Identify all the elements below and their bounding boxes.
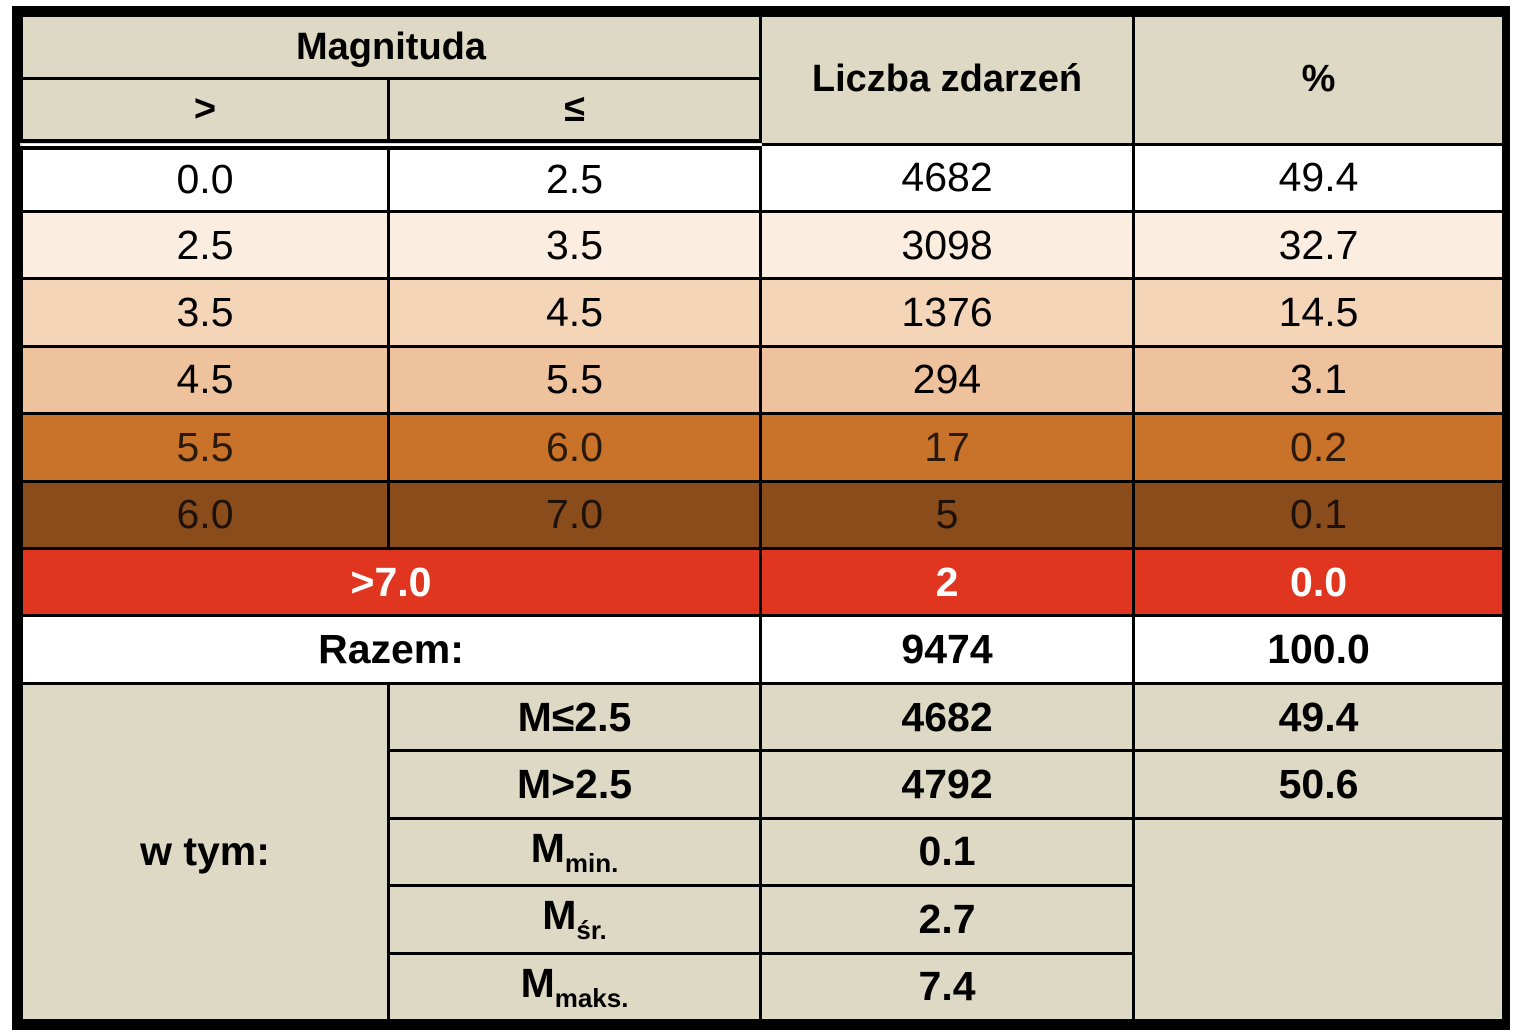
breakdown-row: Mśr. 2.7 — [22, 884, 1504, 955]
symbol: M — [542, 892, 577, 939]
cell: 4.5 — [20, 344, 390, 416]
total-row: Razem: 9474 100.0 — [19, 614, 1506, 685]
cell: Mśr. — [386, 884, 763, 955]
data-row: 3.5 4.5 1376 14.5 — [20, 277, 1506, 348]
cell: 50.6 — [1132, 749, 1506, 820]
cell: 2.7 — [759, 884, 1136, 955]
cell: 4.5 — [386, 277, 763, 348]
header-cell: > — [20, 77, 390, 150]
cell: 100.0 — [1132, 614, 1506, 685]
cell: 4682 — [759, 681, 1136, 753]
symbol: M — [520, 959, 555, 1006]
cell: >7.0 — [19, 547, 763, 618]
cell: 0.1 — [759, 816, 1136, 888]
header-cell: % — [1132, 14, 1506, 146]
cell: 5.5 — [386, 344, 763, 416]
header-row: Magnituda Liczba zdarzeń % — [19, 13, 1506, 146]
cell: 0.0 — [1132, 547, 1506, 618]
table-body: 0.0 2.5 4682 49.4 2.5 3.5 3098 32.7 3.5 4.5 1376 14… — [19, 142, 1506, 1023]
cell: 3.5 — [386, 209, 763, 281]
data-row: 4.5 5.5 294 3.1 — [20, 344, 1506, 416]
cell: 9474 — [759, 614, 1136, 685]
cell: 2.5 — [20, 209, 390, 281]
cell: M≤2.5 — [386, 681, 763, 753]
subscript: min. — [564, 847, 619, 878]
data-row: 0.0 2.5 4682 49.4 — [20, 142, 1506, 213]
cell: 0.0 — [20, 142, 390, 213]
subscript: maks. — [554, 982, 629, 1013]
cell: Razem: — [19, 614, 763, 685]
header-cell: ≤ — [386, 77, 763, 150]
cell: 49.4 — [1132, 142, 1506, 213]
cell: 14.5 — [1132, 277, 1506, 348]
data-row: 5.5 6.0 17 0.2 — [20, 412, 1506, 483]
breakdown-row: Mmaks. 7.4 — [22, 951, 1504, 1023]
symbol: M — [530, 824, 565, 871]
magnitude-table: Magnituda Liczba zdarzeń % > ≤ 0.0 2.5 468… — [19, 13, 1506, 1023]
cell: w tym: — [20, 681, 390, 1023]
cell: M>2.5 — [386, 749, 763, 820]
breakdown-row: M>2.5 4792 50.6 — [22, 749, 1506, 820]
cell: 17 — [759, 412, 1136, 483]
cell: 3.5 — [20, 277, 390, 348]
data-row: 6.0 7.0 5 0.1 — [20, 479, 1506, 551]
cell: 3098 — [759, 209, 1136, 281]
cell: 4682 — [759, 142, 1136, 213]
cell: 0.1 — [1132, 479, 1506, 551]
cell: 4792 — [759, 749, 1136, 820]
cell: 7.4 — [759, 951, 1136, 1023]
cell: 49.4 — [1132, 681, 1506, 753]
cell: 6.0 — [20, 479, 390, 551]
header-row: > ≤ — [20, 77, 1504, 150]
cell: 7.0 — [386, 479, 763, 551]
cell: 2 — [759, 547, 1136, 618]
empty-cell — [1132, 816, 1506, 1023]
cell: 5 — [759, 479, 1136, 551]
cell: Mmin. — [386, 816, 763, 888]
cell: 1376 — [759, 277, 1136, 348]
cell: 32.7 — [1132, 209, 1506, 281]
table-frame: Magnituda Liczba zdarzeń % > ≤ 0.0 2.5 468… — [12, 6, 1510, 1030]
cell: Mmaks. — [386, 951, 763, 1023]
cell: 5.5 — [20, 412, 390, 483]
breakdown-row: w tym: M≤2.5 4682 49.4 — [20, 681, 1506, 1023]
cell: 3.1 — [1132, 344, 1506, 416]
cell: 2.5 — [386, 142, 763, 213]
cell: 6.0 — [386, 412, 763, 483]
header-cell: Liczba zdarzeń — [759, 14, 1136, 146]
header-cell: Magnituda — [19, 13, 763, 81]
subscript: śr. — [576, 915, 607, 946]
breakdown-row: Mmin. 0.1 — [22, 816, 1506, 1023]
cell: 0.2 — [1132, 412, 1506, 483]
exceed-row: >7.0 2 0.0 — [19, 547, 1506, 618]
cell: 294 — [759, 344, 1136, 416]
data-row: 2.5 3.5 3098 32.7 — [20, 209, 1506, 281]
